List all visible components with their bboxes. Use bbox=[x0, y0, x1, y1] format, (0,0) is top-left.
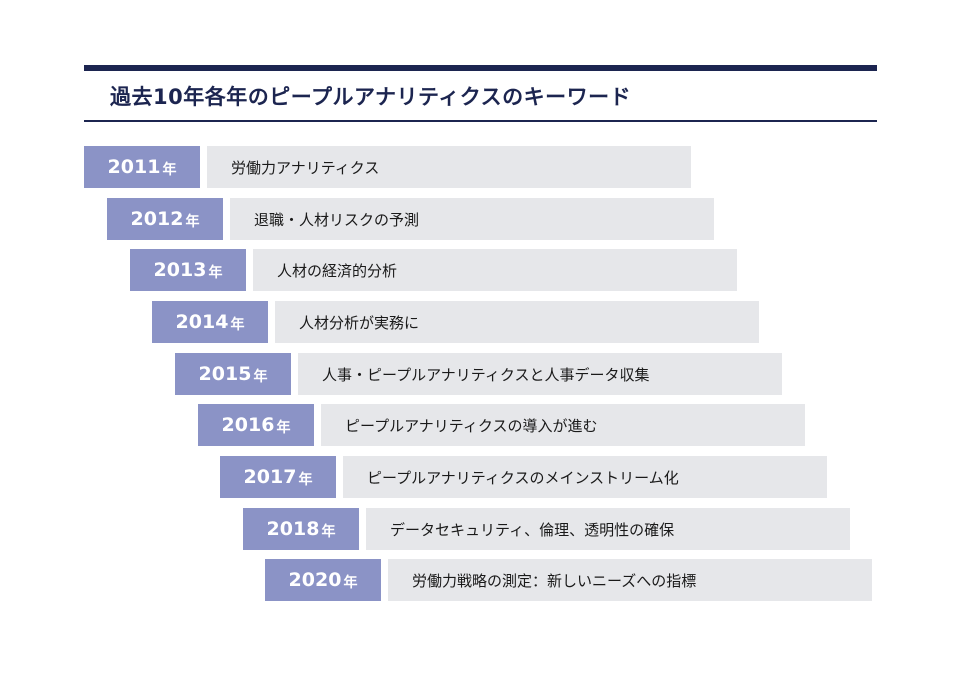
year-unit: 年 bbox=[185, 213, 200, 230]
year-number: 2018 bbox=[266, 518, 320, 540]
year-label: 2015 年 bbox=[175, 353, 291, 395]
year-label: 2020 年 bbox=[265, 559, 381, 601]
year-unit: 年 bbox=[208, 264, 223, 281]
year-number: 2014 bbox=[175, 311, 229, 333]
keyword-box: ピープルアナリティクスの導入が進む bbox=[321, 404, 805, 446]
keyword-box: 人材の経済的分析 bbox=[253, 249, 737, 291]
keyword-box: 退職・人材リスクの予測 bbox=[230, 198, 714, 240]
year-label: 2011 年 bbox=[84, 146, 200, 188]
keyword-box: ピープルアナリティクスのメインストリーム化 bbox=[343, 456, 827, 498]
year-unit: 年 bbox=[230, 316, 245, 333]
year-label: 2012 年 bbox=[107, 198, 223, 240]
title-divider bbox=[84, 120, 877, 122]
year-number: 2011 bbox=[107, 156, 161, 178]
keyword-box: 労働力アナリティクス bbox=[207, 146, 691, 188]
year-label: 2016 年 bbox=[198, 404, 314, 446]
year-number: 2020 bbox=[288, 569, 342, 591]
year-label: 2018 年 bbox=[243, 508, 359, 550]
keyword-box: 人事・ピープルアナリティクスと人事データ収集 bbox=[298, 353, 782, 395]
keyword-box: データセキュリティ、倫理、透明性の確保 bbox=[366, 508, 850, 550]
year-unit: 年 bbox=[298, 471, 313, 488]
header-top-bar bbox=[84, 65, 877, 71]
keyword-box: 人材分析が実務に bbox=[275, 301, 759, 343]
year-number: 2015 bbox=[198, 363, 252, 385]
year-number: 2016 bbox=[221, 414, 275, 436]
keyword-box: 労働力戦略の測定：新しいニーズへの指標 bbox=[388, 559, 872, 601]
year-number: 2013 bbox=[153, 259, 207, 281]
year-number: 2017 bbox=[243, 466, 297, 488]
year-unit: 年 bbox=[253, 368, 268, 385]
year-unit: 年 bbox=[343, 574, 358, 591]
year-unit: 年 bbox=[321, 523, 336, 540]
page-title: 過去10年各年のピープルアナリティクスのキーワード bbox=[110, 85, 632, 109]
year-unit: 年 bbox=[276, 419, 291, 436]
year-label: 2017 年 bbox=[220, 456, 336, 498]
year-unit: 年 bbox=[162, 161, 177, 178]
year-label: 2013 年 bbox=[130, 249, 246, 291]
year-label: 2014 年 bbox=[152, 301, 268, 343]
year-number: 2012 bbox=[130, 208, 184, 230]
